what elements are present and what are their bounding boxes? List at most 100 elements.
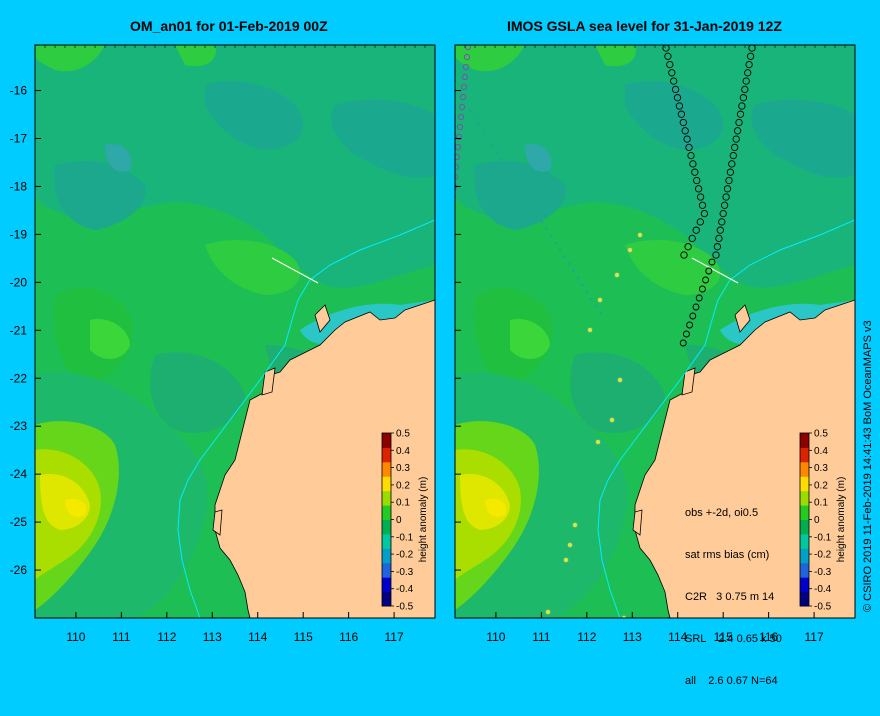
left-colorbar: 0.5 0.4 0.3 0.2 0.1 0 -0.1 -0.2 -0.3 -0.4 -0.5 heig… [381,429,429,613]
y-tick-label: -23 [10,419,28,433]
track-observation [455,194,457,200]
colorbar-swatch [800,490,809,506]
track-observation [482,129,485,133]
track-observation [563,557,569,563]
x-tick-label: 112 [157,630,176,644]
y-tick-label: -24 [10,467,28,481]
track-observation [673,94,682,102]
colorbar-swatch [800,519,809,535]
island [681,367,696,396]
track-observation [567,262,571,266]
colorbar-swatch [800,577,809,593]
island [261,367,276,396]
track-observation [572,269,575,273]
colorbar-swatch [382,447,391,463]
track-observation [698,285,706,293]
track-observation [681,127,689,135]
track-observation [576,276,580,280]
track-observation [627,247,633,253]
colorbar-tick-label: 0 [396,515,402,526]
y-tick-label: -21 [10,323,28,337]
track-observation [464,45,472,51]
stats-line: all 2.6 0.67 N=64 [685,675,778,687]
colorbar-tick-label: 0.2 [814,480,828,491]
track-observation [671,85,680,94]
track-observation [670,77,678,85]
track-observation [504,164,508,168]
y-tick-label: -25 [10,515,28,529]
track-observation [468,108,472,112]
track-observation [691,168,699,176]
colorbar-tick-label: -0.1 [396,532,414,543]
track-observation [739,94,748,102]
right-map [455,45,855,618]
track-observation [715,234,723,243]
track-observation [567,542,573,548]
x-tick-label: 110 [486,630,505,644]
colorbar-label: height anomaly (m) [836,477,847,563]
track-observation [666,60,674,69]
figure: OM_an01 for 01-Feb-2019 00Z IMOS GSLA se… [10,18,874,687]
track-observation [549,234,553,238]
satellite-observation-markers [455,45,756,618]
track-observation [731,143,739,152]
colorbar-swatch [800,447,809,463]
track-observation [662,45,670,52]
track-observation [462,63,470,71]
colorbar-tick-label: 0.4 [396,446,410,457]
track-observation [585,290,589,294]
map-figure-svg: 110 111 112 113 114 115 116 117 -16 -17 -18 -19 -20 -… [10,44,856,644]
colorbar-tick-label: 0.3 [396,463,410,474]
colorbar-swatch [382,591,391,607]
track-observation [457,113,465,121]
island [314,304,331,333]
track-observation [460,83,468,91]
x-tick-label: 113 [203,630,222,644]
track-observation [723,185,732,193]
track-observation [458,103,466,111]
colorbar-swatch [382,577,391,593]
island [212,509,223,536]
track-observation [587,327,593,333]
section-line [271,257,319,284]
track-observation [522,192,526,196]
colorbar-tick-label: -0.3 [814,567,832,578]
track-observation [599,311,602,315]
colorbar-tick-label: 0 [814,515,820,526]
colorbar-tick-label: -0.1 [814,532,832,543]
colorbar-swatch [382,490,391,506]
track-observation [689,160,697,168]
track-observation [609,417,615,423]
track-observation [729,151,737,160]
track-observation [728,160,736,168]
track-observation [637,232,643,238]
colorbar-swatch [382,476,391,492]
track-observation [680,251,688,259]
track-observation [682,330,690,338]
track-observation [679,118,687,127]
shelf-track-line [177,219,435,618]
colorbar-swatch [800,591,809,607]
x-tick-label: 117 [385,630,404,644]
track-observation [708,258,716,266]
track-observation [614,272,620,278]
colorbar-tick-label: -0.2 [814,550,832,561]
colorbar-swatch [382,562,391,578]
x-tick-label: 114 [248,630,267,644]
track-observation [459,93,467,101]
colorbar-swatch [382,519,391,535]
track-observation [545,609,551,615]
track-observation [720,201,729,209]
shelf-track-line [597,219,855,618]
track-observation [495,150,499,154]
track-observation [686,321,694,329]
track-observation [531,206,535,210]
colorbar-tick-label: 0.1 [814,498,828,509]
colorbar-swatch [800,476,809,492]
track-observation [455,184,458,190]
track-observation [664,52,672,60]
track-observation [594,304,598,308]
y-tick-label: -22 [10,371,28,385]
track-observation [687,151,695,160]
track-observation [726,168,735,176]
